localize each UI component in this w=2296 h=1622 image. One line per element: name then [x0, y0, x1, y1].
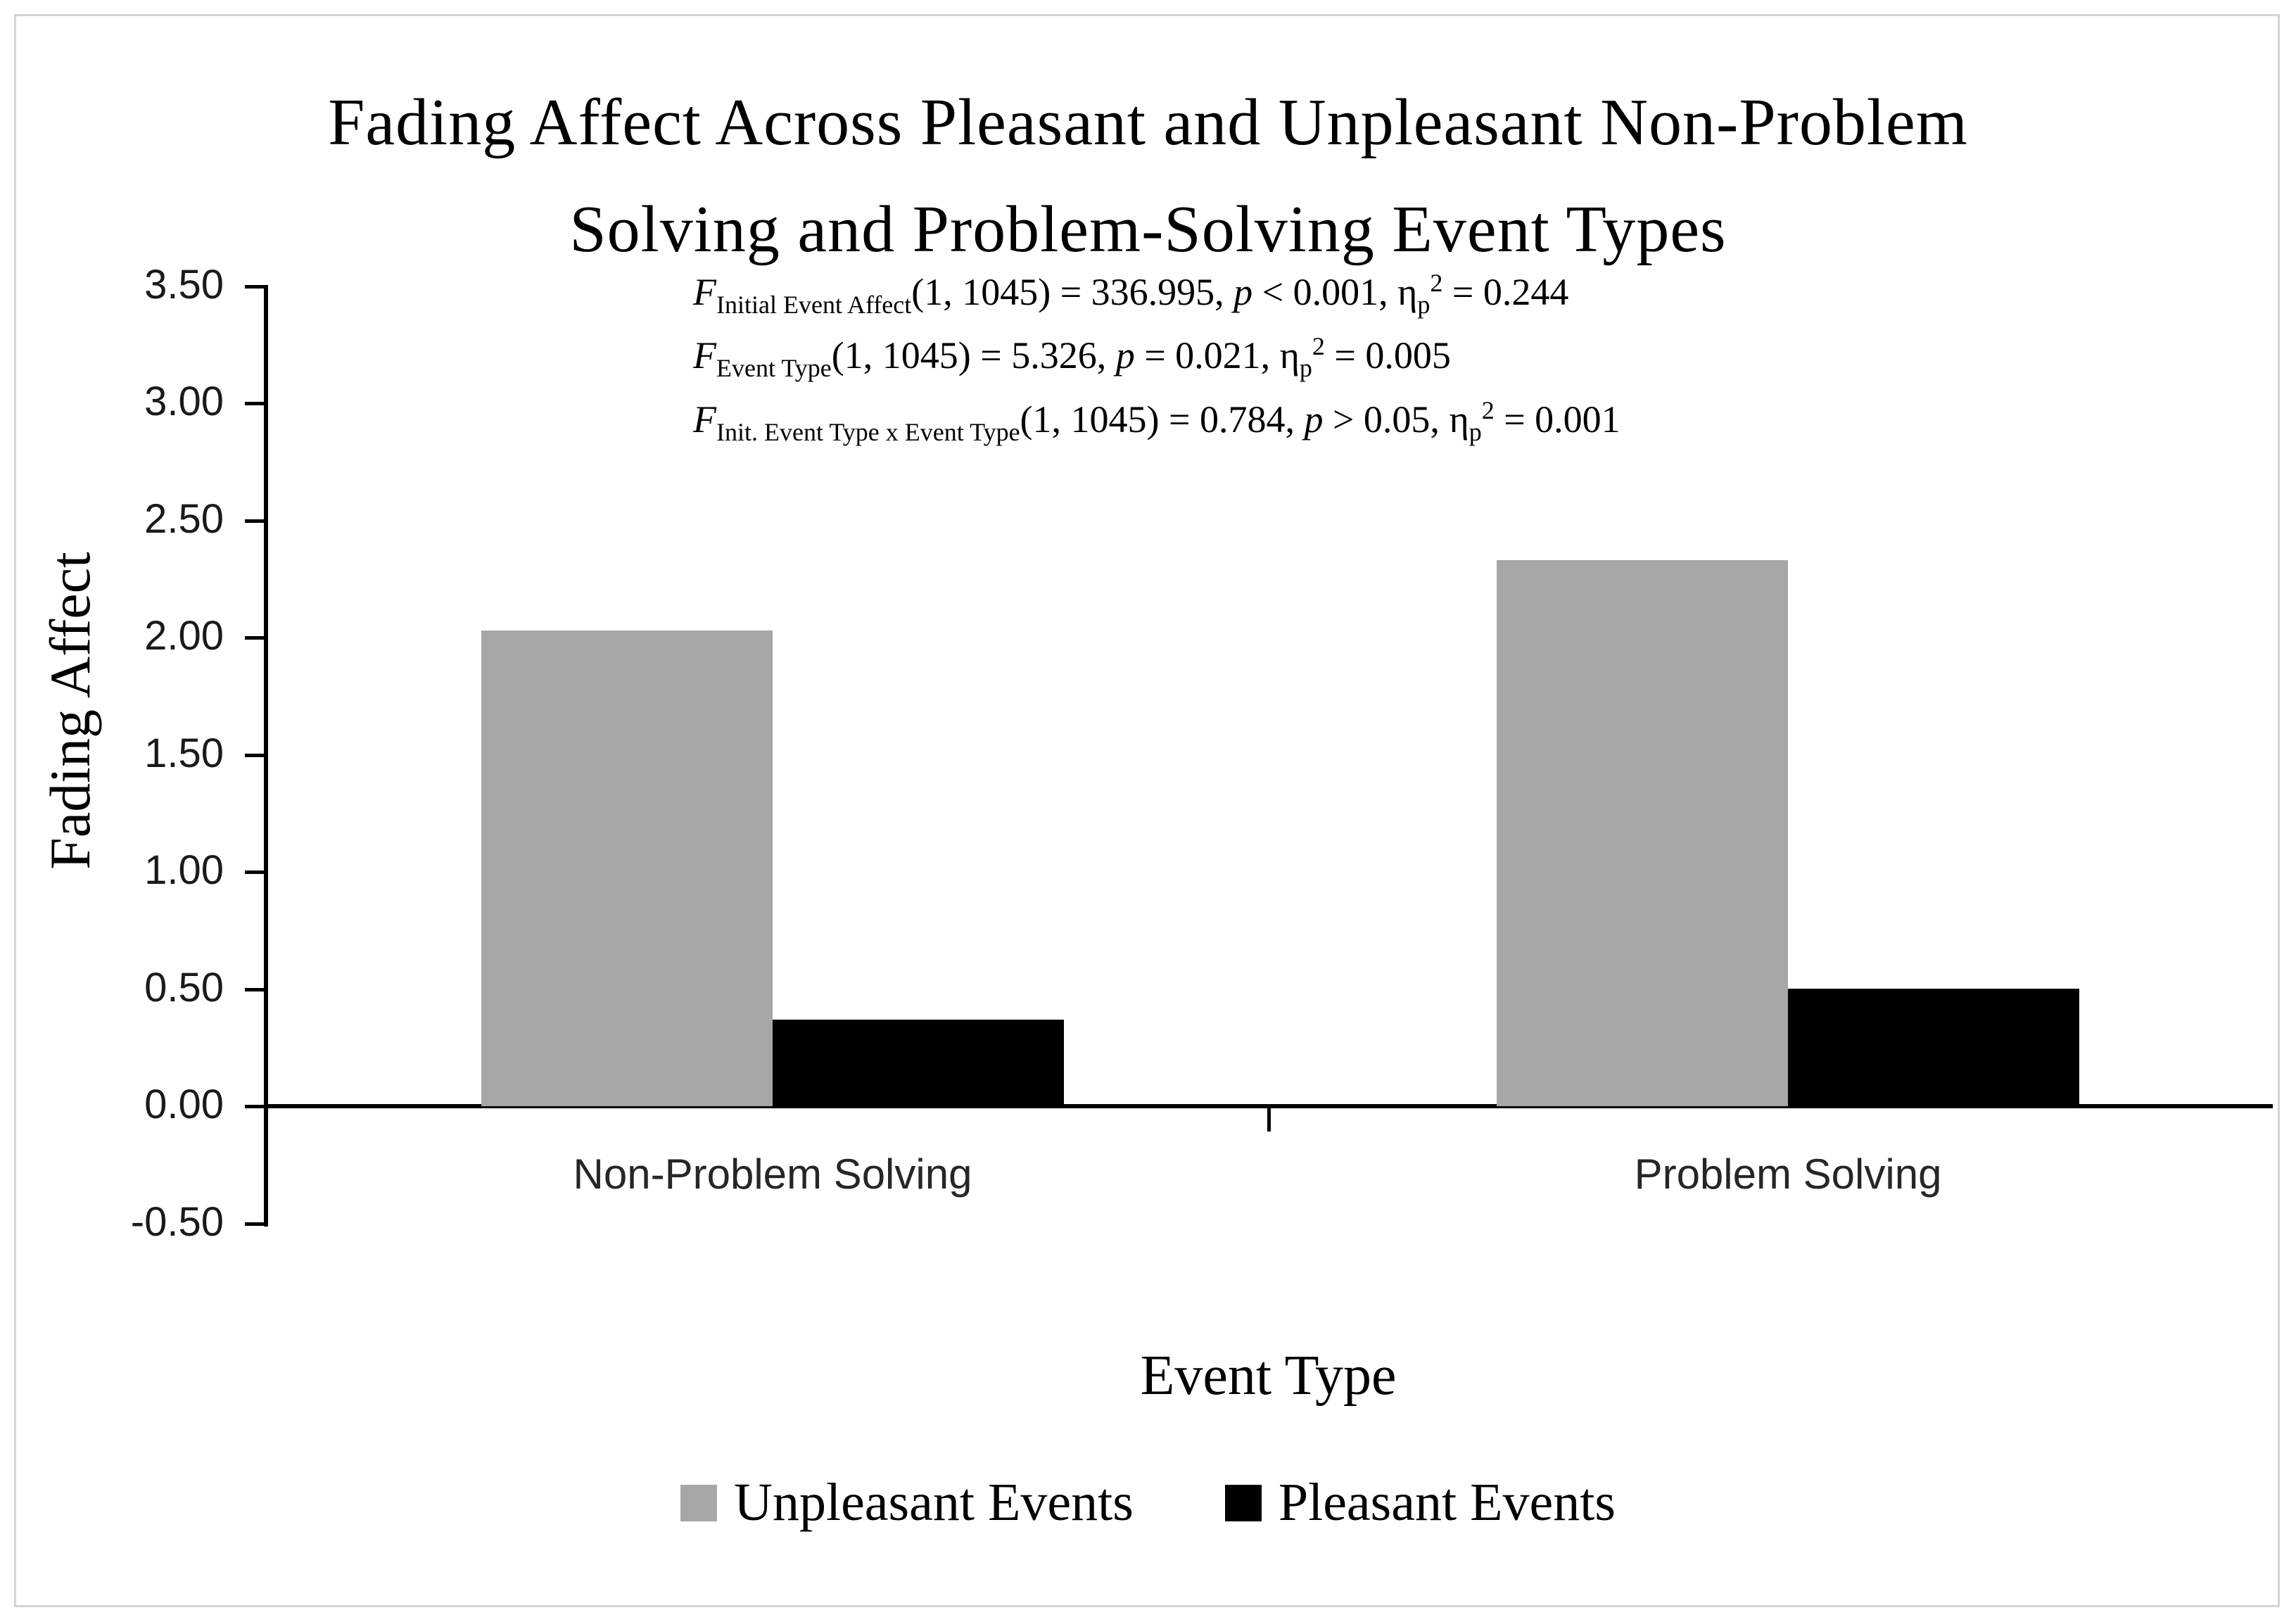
- y-axis-tick: [245, 870, 264, 874]
- x-category-label: Non-Problem Solving: [573, 1151, 972, 1198]
- y-axis-tick: [245, 402, 264, 405]
- chart-title-line-2: Solving and Problem-Solving Event Types: [569, 193, 1727, 267]
- y-axis-tick: [245, 1222, 264, 1226]
- chart-title-line-1: Fading Affect Across Pleasant and Unplea…: [328, 86, 1968, 159]
- f-statistic: (1, 1045) = 5.326,: [831, 334, 1116, 377]
- y-axis-tick: [245, 284, 264, 289]
- bar-pleasant-events-non-problem-solving: [773, 1020, 1064, 1106]
- f-statistic: (1, 1045) = 336.995,: [911, 271, 1234, 313]
- legend-item-unpleasant-events: Unpleasant Events: [680, 1472, 1134, 1533]
- eta-superscript: 2: [1481, 395, 1495, 424]
- p-symbol: p: [1304, 398, 1324, 441]
- eta-superscript: 2: [1430, 269, 1443, 297]
- y-tick-label: 0.50: [144, 964, 224, 1010]
- y-axis-tick: [245, 753, 264, 757]
- f-subscript: Event Type: [716, 354, 832, 383]
- f-statistic: (1, 1045) = 0.784,: [1020, 398, 1305, 441]
- p-value: < 0.001,: [1252, 271, 1398, 313]
- anova-stat-line-interaction: FInit. Event Type x Event Type(1, 1045) …: [693, 389, 1620, 452]
- chart-title: Fading Affect Across Pleasant and Unplea…: [0, 69, 2296, 284]
- bar-pleasant-events-problem-solving: [1788, 989, 2079, 1106]
- f-symbol: F: [693, 271, 716, 313]
- eta-symbol: η: [1449, 398, 1469, 441]
- eta-value: = 0.005: [1324, 334, 1451, 377]
- anova-stat-line-initial-event-affect: FInitial Event Affect(1, 1045) = 336.995…: [693, 262, 1620, 325]
- x-category-label: Problem Solving: [1634, 1151, 1942, 1198]
- y-axis-line: [264, 284, 268, 1227]
- legend-label-pleasant: Pleasant Events: [1278, 1473, 1616, 1532]
- y-tick-label: 2.00: [144, 613, 224, 659]
- f-subscript: Initial Event Affect: [716, 290, 912, 319]
- y-tick-label: 1.00: [144, 847, 224, 893]
- eta-symbol: η: [1397, 271, 1418, 313]
- p-symbol: p: [1233, 271, 1253, 313]
- legend-swatch-unpleasant: [680, 1484, 718, 1521]
- legend-label-unpleasant: Unpleasant Events: [734, 1473, 1134, 1532]
- y-tick-label: 1.50: [144, 730, 224, 776]
- y-axis-tick: [245, 636, 264, 640]
- bar-unpleasant-events-non-problem-solving: [481, 631, 773, 1106]
- y-tick-label: 3.50: [144, 261, 224, 308]
- eta-subscript: p: [1299, 354, 1312, 383]
- y-tick-label: 3.00: [144, 379, 224, 424]
- x-axis-divider-tick: [1267, 1104, 1271, 1132]
- eta-value: = 0.001: [1494, 398, 1620, 441]
- eta-subscript: p: [1417, 290, 1431, 319]
- chart-border-frame: [14, 14, 2280, 1607]
- f-symbol: F: [693, 334, 716, 377]
- p-value: > 0.05,: [1323, 398, 1450, 441]
- eta-subscript: p: [1469, 417, 1482, 446]
- legend: Unpleasant Events Pleasant Events: [0, 1472, 2296, 1533]
- f-subscript: Init. Event Type x Event Type: [716, 417, 1020, 446]
- legend-item-pleasant-events: Pleasant Events: [1224, 1472, 1616, 1533]
- y-tick-label: -0.50: [130, 1198, 224, 1245]
- y-tick-label: 0.00: [144, 1082, 224, 1127]
- y-axis-tick: [245, 519, 264, 523]
- x-axis-title: Event Type: [1140, 1345, 1397, 1407]
- y-axis-tick: [245, 987, 264, 991]
- eta-symbol: η: [1279, 334, 1300, 377]
- anova-stat-line-event-type: FEvent Type(1, 1045) = 5.326, p = 0.021,…: [693, 325, 1620, 388]
- f-symbol: F: [693, 398, 716, 441]
- y-axis-tick: [245, 1105, 264, 1108]
- y-tick-label: 2.50: [144, 495, 224, 542]
- eta-superscript: 2: [1312, 332, 1325, 361]
- legend-swatch-pleasant: [1224, 1484, 1262, 1521]
- p-symbol: p: [1115, 334, 1135, 377]
- anova-statistics-block: FInitial Event Affect(1, 1045) = 336.995…: [693, 262, 1620, 452]
- bar-unpleasant-events-problem-solving: [1497, 560, 1788, 1106]
- eta-value: = 0.244: [1442, 271, 1569, 313]
- p-value: = 0.021,: [1134, 334, 1280, 377]
